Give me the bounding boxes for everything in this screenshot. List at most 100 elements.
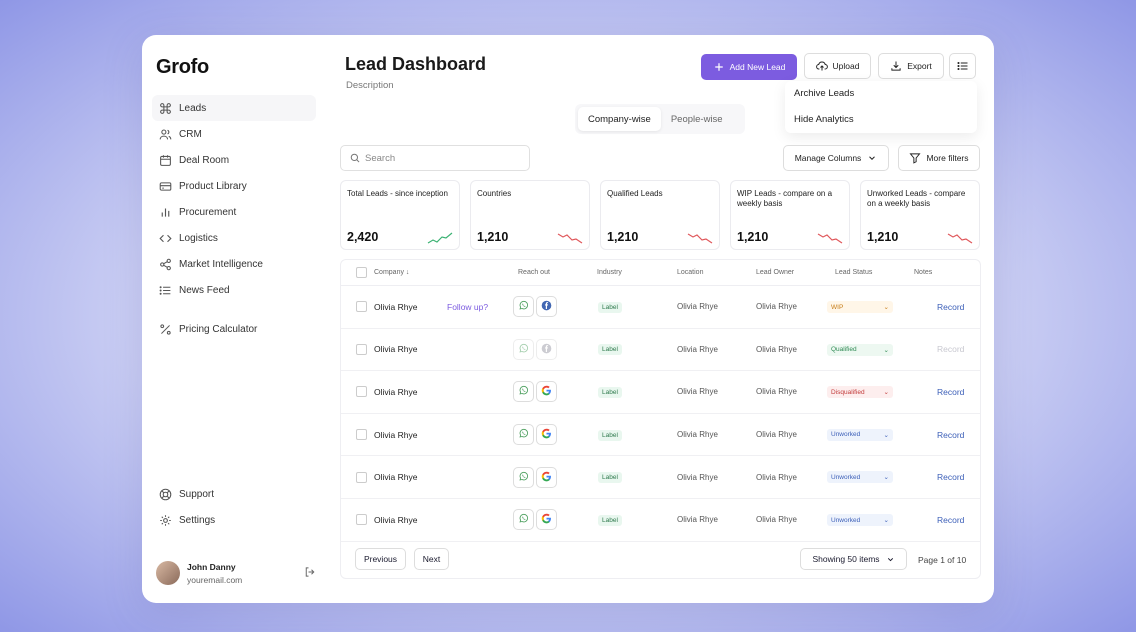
select-all-checkbox[interactable] [356,267,367,278]
status-badge[interactable]: Unworked ⌄ [827,514,893,527]
industry-badge: Label [598,301,622,313]
sidebar-bottom-nav: Support Settings [152,481,316,533]
stat-card-countries[interactable]: Countries 1,210 [470,180,590,250]
notes-record-link[interactable]: Record [937,301,965,312]
whatsapp-button[interactable] [513,509,534,531]
users-icon [158,127,172,141]
stat-card-qualified-leads[interactable]: Qualified Leads 1,210 [600,180,720,250]
column-header-company[interactable]: Company ↓ [374,269,410,276]
location: Olivia Rhye [677,515,718,525]
industry-badge: Label [598,472,622,484]
table-row[interactable]: Olivia Rhye Label Olivia Rhye Olivia Rhy… [341,371,980,414]
google-button[interactable] [536,424,557,446]
row-checkbox[interactable] [356,386,367,398]
table-pagination: Previous Next Showing 50 items Page 1 of… [341,546,980,580]
sidebar-item-leads[interactable]: Leads [152,95,316,121]
stat-card-total-leads[interactable]: Total Leads - since inception 2,420 [340,180,460,250]
tab-company-wise[interactable]: Company-wise [578,107,661,131]
upload-button[interactable]: Upload [804,53,871,79]
menu-item-hide-analytics[interactable]: Hide Analytics [794,114,854,125]
menu-item-archive-leads[interactable]: Archive Leads [794,88,855,99]
whatsapp-button[interactable] [513,381,534,403]
location: Olivia Rhye [677,472,718,482]
sidebar-item-market-intelligence[interactable]: Market Intelligence [152,251,316,277]
sidebar-item-procurement[interactable]: Procurement [152,199,316,225]
export-button[interactable]: Export [878,53,944,79]
google-icon [541,385,552,398]
google-button[interactable] [536,509,557,531]
tab-people-wise[interactable]: People-wise [670,113,723,125]
notes-record-link[interactable]: Record [937,429,965,440]
code-icon [158,231,172,245]
location: Olivia Rhye [677,387,718,397]
status-badge[interactable]: Qualified ⌄ [827,343,893,356]
table-row[interactable]: Olivia Rhye Follow up? Label Olivia Rhye… [341,286,980,329]
row-checkbox[interactable] [356,471,367,483]
facebook-button[interactable] [536,338,557,360]
status-badge[interactable]: Disqualified ⌄ [827,386,893,399]
chevron-down-icon: ⌄ [883,389,889,397]
manage-columns-button[interactable]: Manage Columns [783,145,889,171]
google-button[interactable] [536,381,557,403]
lifebuoy-icon [158,487,172,501]
sidebar-item-news-feed[interactable]: News Feed [152,277,316,303]
row-checkbox[interactable] [356,429,367,441]
row-checkbox[interactable] [356,343,367,355]
export-label: Export [907,61,932,71]
follow-up-link[interactable]: Follow up? [447,301,489,312]
more-filters-button[interactable]: More filters [898,145,980,171]
column-header-reach-out: Reach out [518,269,550,276]
notes-record-link[interactable]: Record [937,386,965,397]
column-header-notes: Notes [914,269,933,276]
table-row[interactable]: Olivia Rhye Label Olivia Rhye Olivia Rhy… [341,456,980,499]
status-badge[interactable]: WIP ⌄ [827,301,893,314]
notes-record-link[interactable]: Record [937,472,965,483]
status-label: Qualified [831,346,857,354]
sidebar-item-settings[interactable]: Settings [152,507,316,533]
avatar[interactable] [156,561,180,585]
sidebar-item-logistics[interactable]: Logistics [152,225,316,251]
row-checkbox[interactable] [356,301,367,313]
more-menu-button[interactable] [949,53,976,79]
facebook-button[interactable] [536,296,557,318]
status-label: Unworked [831,473,861,481]
stat-card-wip-leads[interactable]: WIP Leads - compare on a weekly basis 1,… [730,180,850,250]
lead-owner: Olivia Rhye [756,472,797,482]
sidebar-item-support[interactable]: Support [152,481,316,507]
whatsapp-icon [518,343,529,356]
reach-out-buttons [513,338,557,360]
page-size-select[interactable]: Showing 50 items [800,548,907,570]
sidebar-nav: Leads CRM Deal Room Product Library Proc… [152,95,316,342]
stat-card-unworked-leads[interactable]: Unworked Leads - compare on a weekly bas… [860,180,980,250]
sidebar-item-label: Market Intelligence [179,258,263,270]
sidebar-item-deal-room[interactable]: Deal Room [152,147,316,173]
table-row[interactable]: Olivia Rhye Label Olivia Rhye Olivia Rhy… [341,414,980,457]
sidebar-item-product-library[interactable]: Product Library [152,173,316,199]
sparkline-down-icon [817,233,843,244]
logout-icon[interactable] [304,565,316,577]
sidebar-item-pricing-calculator[interactable]: Pricing Calculator [152,316,316,342]
next-page-button[interactable]: Next [414,548,449,570]
table-row[interactable]: Olivia Rhye Label Olivia Rhye Olivia Rhy… [341,499,980,542]
stat-value: 1,210 [607,230,639,244]
status-badge[interactable]: Unworked ⌄ [827,428,893,441]
status-badge[interactable]: Unworked ⌄ [827,471,893,484]
sidebar-item-crm[interactable]: CRM [152,121,316,147]
whatsapp-button[interactable] [513,466,534,488]
notes-record-link[interactable]: Record [937,344,965,355]
whatsapp-button[interactable] [513,424,534,446]
previous-page-button[interactable]: Previous [355,548,406,570]
column-header-industry: Industry [597,269,622,276]
google-button[interactable] [536,466,557,488]
whatsapp-button[interactable] [513,296,534,318]
stat-label: Unworked Leads - compare on a weekly bas… [867,189,966,208]
search-input[interactable] [365,152,515,164]
table-row[interactable]: Olivia Rhye Label Olivia Rhye Olivia Rhy… [341,329,980,372]
row-checkbox[interactable] [356,514,367,526]
add-new-lead-label: Add New Lead [729,62,786,72]
notes-record-link[interactable]: Record [937,514,965,525]
sidebar-item-label: CRM [179,128,202,140]
sidebar-item-label: Pricing Calculator [179,323,258,335]
add-new-lead-button[interactable]: Add New Lead [701,54,797,80]
whatsapp-button[interactable] [513,338,534,360]
